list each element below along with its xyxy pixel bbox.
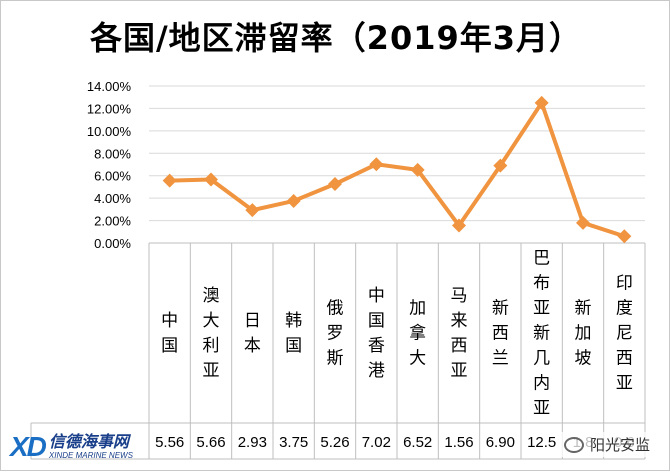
y-tick-label: 8.00% [94,146,131,161]
value-label: 5.56 [155,434,184,451]
y-tick-label: 12.00% [87,101,132,116]
series-line [169,100,625,239]
value-label: 12.5 [527,434,556,451]
category-label: 加拿大 [409,299,426,369]
category-label: 中国 [161,311,178,356]
category-label: 澳大利亚 [203,286,220,381]
data-point [452,218,466,233]
data-point [410,162,425,177]
value-label: 5.66 [196,434,225,451]
data-point [617,229,632,244]
category-label: 印度尼西亚 [616,274,633,394]
watermark-text: 阳光安监 [589,436,650,454]
data-point [245,203,260,218]
category-label: 巴布亚新几内亚 [533,249,550,419]
y-tick-label: 14.00% [87,79,132,94]
xinde-logo: XD 信德海事网 XINDE MARINE NEWS [10,428,133,466]
data-point [576,215,590,230]
y-tick-label: 2.00% [94,214,131,229]
value-label: 2.93 [238,434,267,451]
category-label: 新西兰 [492,299,509,369]
category-label: 韩国 [285,311,302,356]
category-label: 中国香港 [368,286,385,381]
data-point [204,172,218,187]
data-point [286,193,301,208]
data-point [328,177,342,192]
value-label: 1.56 [444,434,473,451]
category-label: 马来西亚 [451,286,468,381]
value-label: 5.26 [320,434,349,451]
data-point [369,157,384,172]
y-tick-label: 0.00% [94,236,131,251]
value-label: 7.02 [362,434,391,451]
chart-title: 各国/地区滞留率（2019年3月） [89,19,583,57]
category-label: 日本 [244,311,261,356]
value-label: 6.90 [486,434,515,451]
value-label: 6.52 [403,434,432,451]
logo-mark: XD [10,431,47,462]
y-tick-label: 6.00% [94,169,131,184]
value-label: 3.75 [279,434,308,451]
category-label: 俄罗斯 [327,299,344,369]
category-label: 新加坡 [575,299,592,369]
wechat-icon [563,436,584,453]
logo-name-cn: 信德海事网 [48,432,129,451]
data-point [493,158,508,173]
data-point [162,173,177,188]
y-tick-label: 10.00% [87,124,132,139]
data-point [534,95,549,110]
y-tick-label: 4.00% [94,191,131,206]
logo-name-en: XINDE MARINE NEWS [48,451,133,460]
wechat-watermark: 阳光安监 [559,432,654,457]
